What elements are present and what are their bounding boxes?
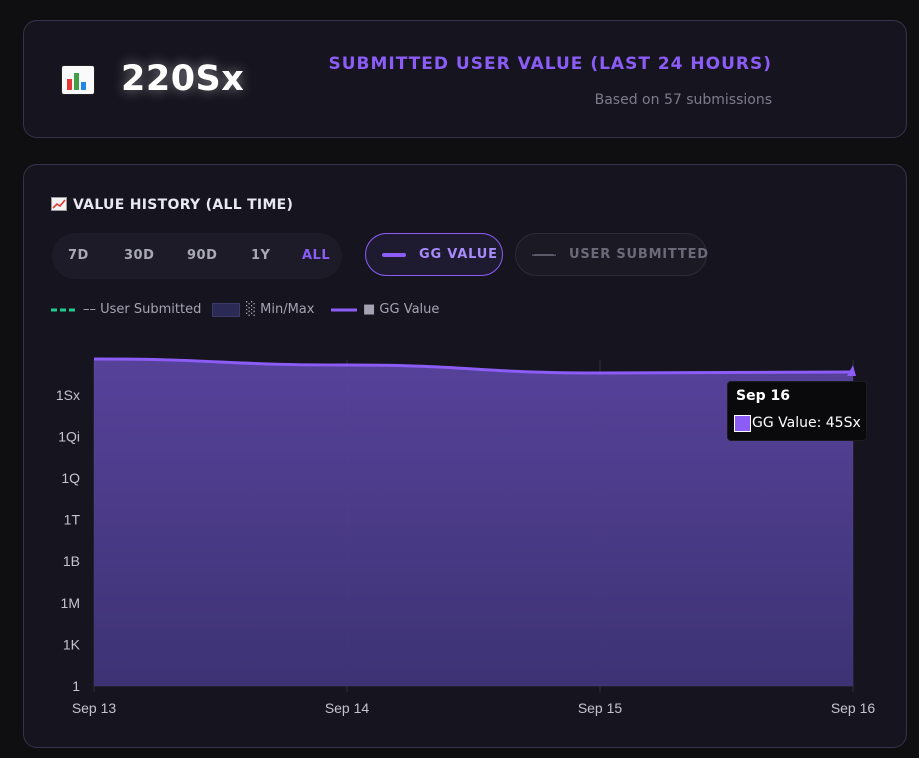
range-1y-button[interactable]: 1Y bbox=[251, 248, 271, 263]
range-30d-button[interactable]: 30D bbox=[124, 248, 155, 263]
range-90d-button[interactable]: 90D bbox=[187, 248, 218, 263]
x-tick-label: Sep 15 bbox=[578, 700, 623, 716]
y-tick-label: 1Sx bbox=[56, 387, 80, 403]
gg-value-toggle-label: GG VALUE bbox=[419, 247, 498, 262]
tooltip-swatch bbox=[734, 415, 751, 432]
submitted-value-card: 220Sx SUBMITTED USER VALUE (LAST 24 HOUR… bbox=[23, 20, 907, 138]
gg-value-point[interactable] bbox=[847, 365, 856, 376]
value-history-title: VALUE HISTORY (ALL TIME) bbox=[51, 197, 293, 213]
legend-min-max[interactable]: ░ Min/Max bbox=[212, 302, 314, 317]
tooltip-title: Sep 16 bbox=[736, 388, 790, 404]
x-tick-label: Sep 14 bbox=[325, 700, 370, 716]
solid-line-icon bbox=[331, 308, 357, 311]
submissions-count: Based on 57 submissions bbox=[594, 92, 772, 108]
value-history-chart: 1 1K 1M 1B 1T 1Q 1Qi 1Sx Sep 13 Sep 14 Sep 15 Sep … bbox=[56, 357, 876, 716]
gg-value-line bbox=[93, 357, 854, 375]
x-tick-label: Sep 13 bbox=[72, 700, 117, 716]
submitted-value-title: SUBMITTED USER VALUE (LAST 24 HOURS) bbox=[328, 54, 772, 74]
y-tick-label: 1Qi bbox=[58, 428, 80, 444]
legend-gg-value[interactable]: ■ GG Value bbox=[331, 302, 439, 317]
y-tick-label: 1M bbox=[61, 595, 80, 611]
dashed-line-icon bbox=[51, 308, 77, 311]
gg-value-toggle[interactable]: GG VALUE bbox=[365, 233, 503, 276]
bar-chart-icon bbox=[61, 65, 95, 95]
user-submitted-toggle[interactable]: USER SUBMITTED bbox=[515, 233, 709, 276]
submitted-value: 220Sx bbox=[121, 59, 245, 99]
dashed-line-icon bbox=[532, 254, 556, 256]
range-all-button[interactable]: ALL bbox=[302, 248, 331, 263]
gg-value-area bbox=[94, 359, 853, 686]
chart-tooltip: Sep 16 GG Value: 45Sx bbox=[727, 381, 867, 441]
y-tick-label: 1T bbox=[64, 512, 81, 528]
y-tick-label: 1Q bbox=[61, 470, 80, 486]
range-7d-button[interactable]: 7D bbox=[68, 248, 89, 263]
time-range-selector: 7D 30D 90D 1Y ALL bbox=[52, 233, 342, 279]
y-tick-label: 1 bbox=[72, 678, 80, 694]
y-tick-label: 1K bbox=[63, 636, 81, 652]
tooltip-body: GG Value: 45Sx bbox=[752, 415, 861, 431]
area-swatch-icon bbox=[212, 302, 240, 317]
legend-user-submitted[interactable]: –– User Submitted bbox=[51, 302, 201, 317]
solid-line-icon bbox=[382, 253, 406, 257]
value-history-title-text: VALUE HISTORY (ALL TIME) bbox=[73, 197, 294, 213]
chart-increasing-icon bbox=[51, 197, 67, 211]
value-history-card: VALUE HISTORY (ALL TIME) 7D 30D 90D 1Y A… bbox=[23, 164, 907, 748]
user-submitted-toggle-label: USER SUBMITTED bbox=[569, 247, 709, 262]
x-tick-label: Sep 16 bbox=[831, 700, 876, 716]
y-tick-label: 1B bbox=[63, 553, 80, 569]
